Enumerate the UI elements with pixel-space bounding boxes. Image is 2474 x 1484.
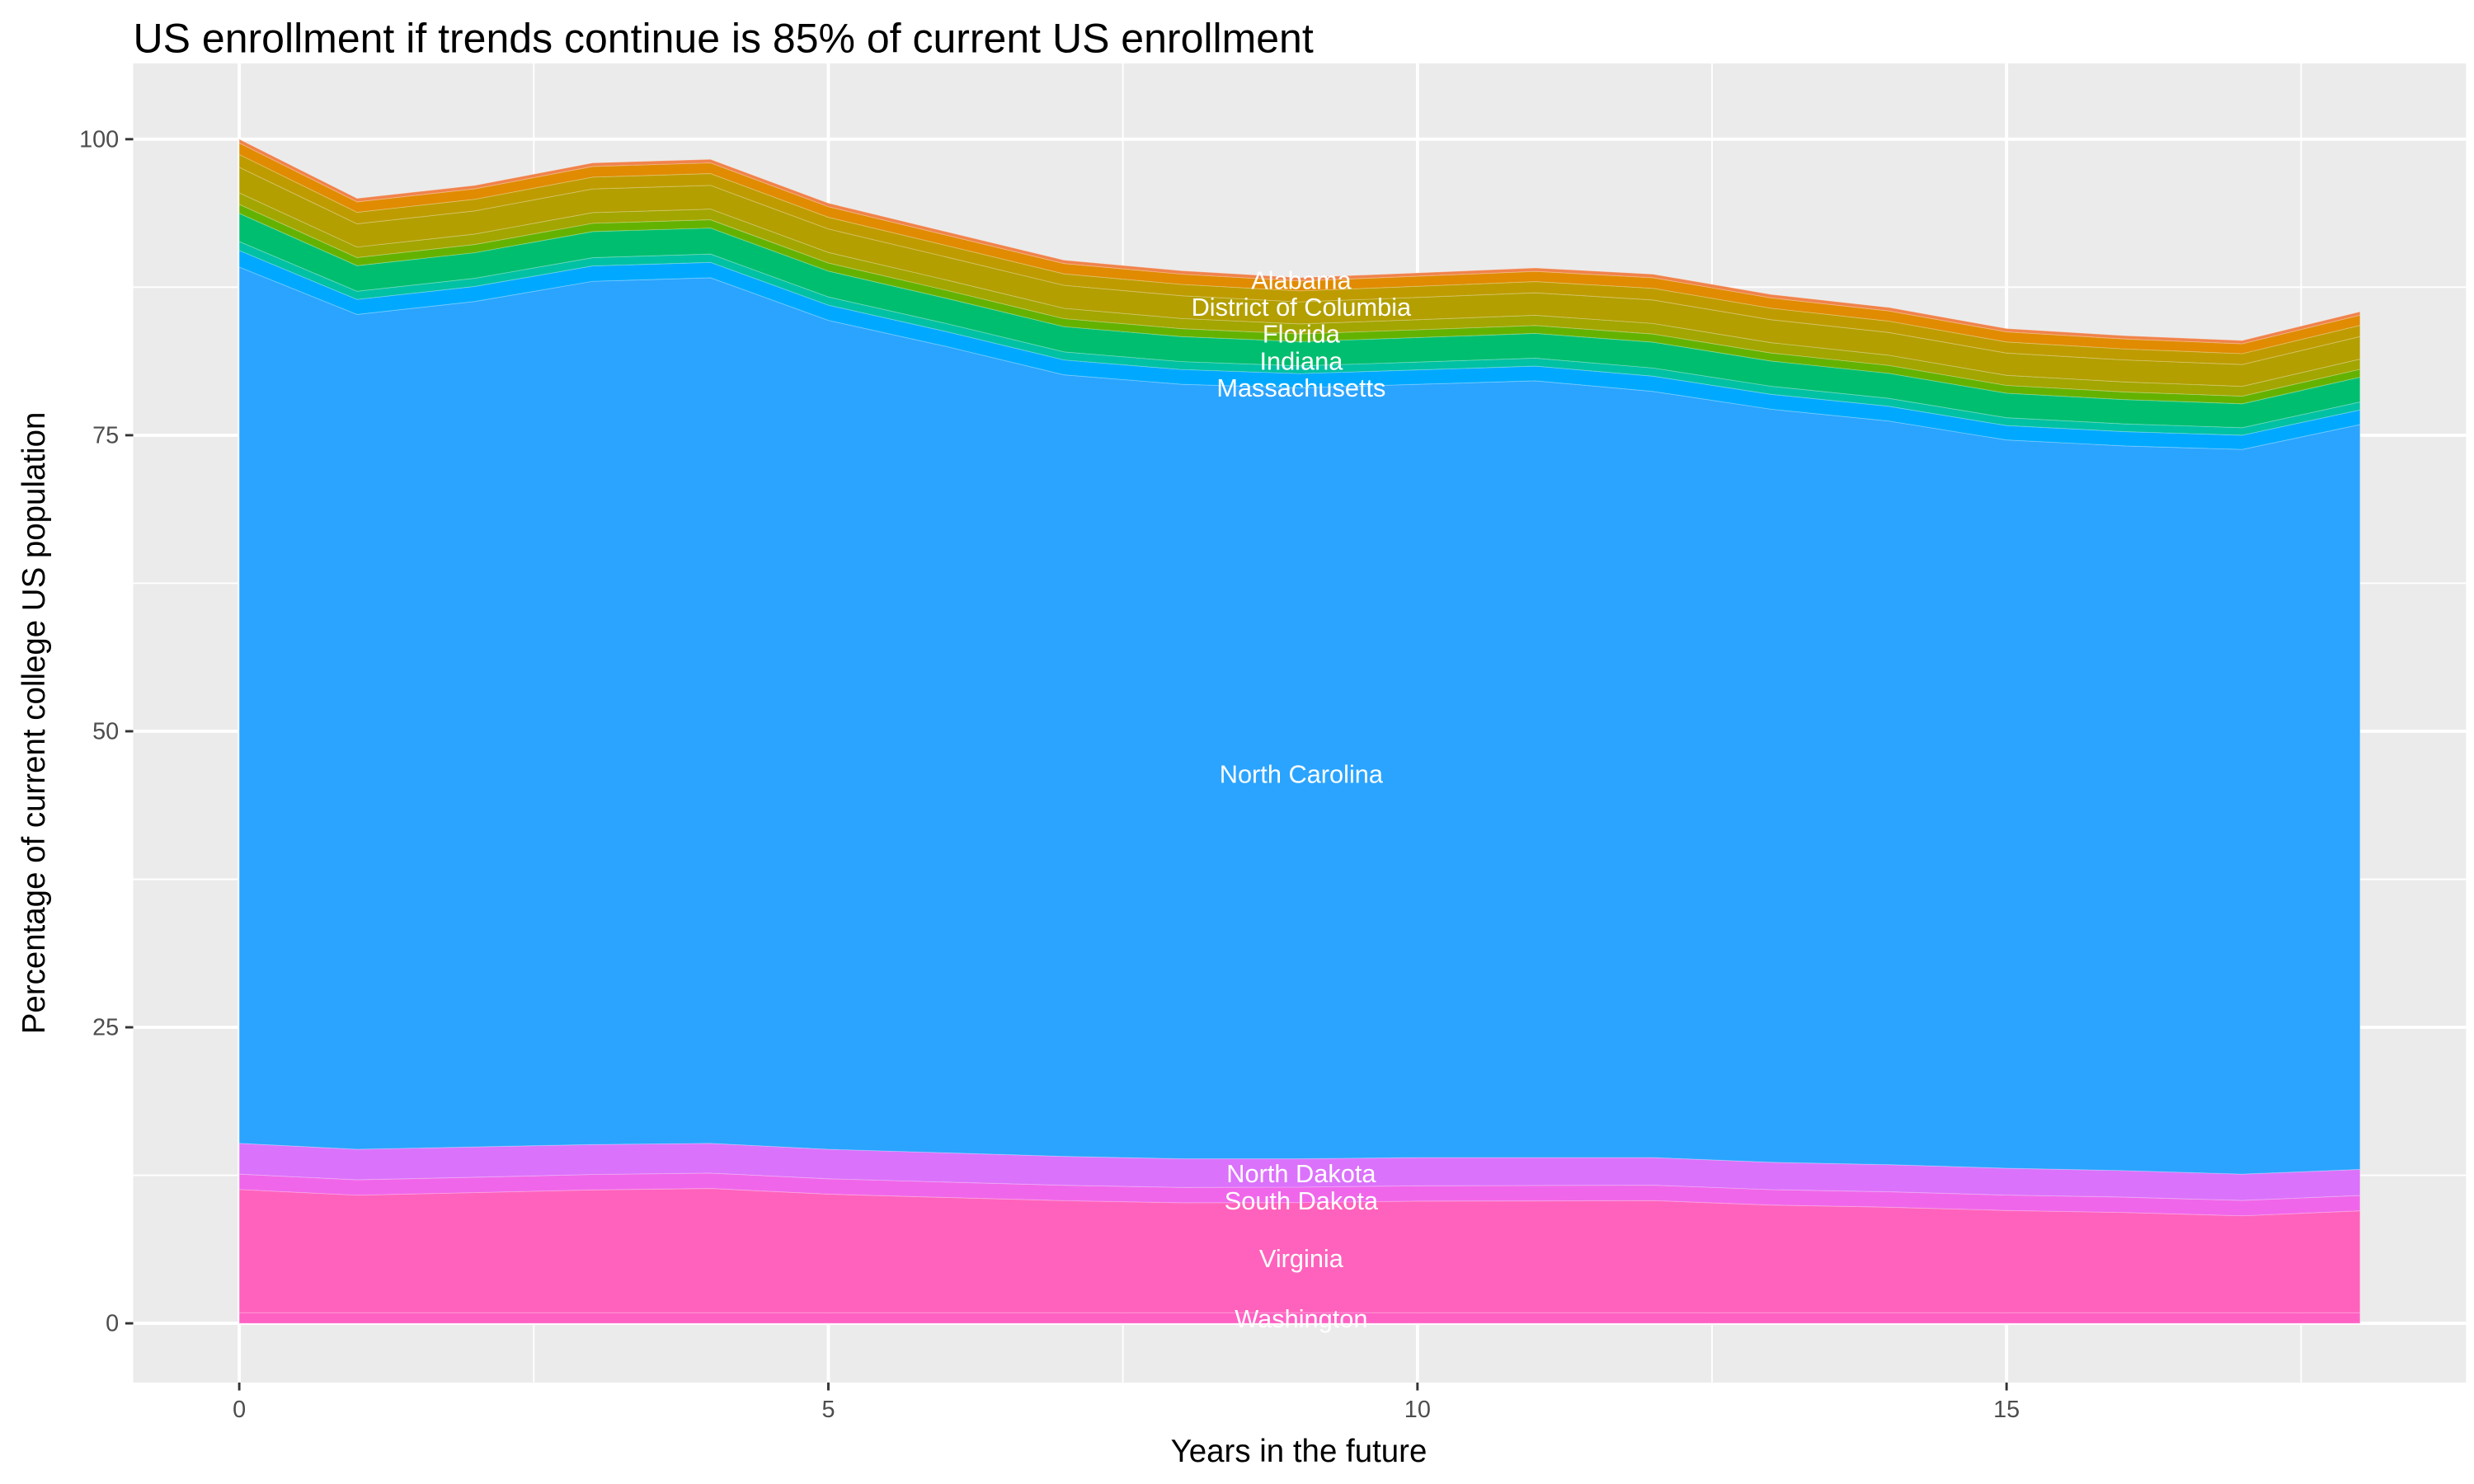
y-tick-label: 25 xyxy=(92,1015,119,1041)
area-alabama xyxy=(238,139,2361,345)
area-label: Indiana xyxy=(1259,346,1343,375)
x-axis-title: Years in the future xyxy=(1171,1434,1427,1469)
y-tick-label: 0 xyxy=(106,1311,119,1337)
area-florida xyxy=(238,167,2361,387)
area-label: Virginia xyxy=(1259,1244,1344,1273)
area-label: Washington xyxy=(1235,1304,1367,1333)
area-massachusetts xyxy=(238,250,2361,450)
x-tick-label: 5 xyxy=(821,1397,835,1423)
area-label: North Dakota xyxy=(1226,1159,1376,1188)
area-label: Alabama xyxy=(1251,265,1352,294)
x-axis: 0 5 10 15 xyxy=(233,1382,2020,1423)
area-indiana xyxy=(238,213,2361,429)
y-tick-label: 100 xyxy=(79,126,119,153)
area-series-9 xyxy=(238,192,2361,397)
area-series-6 xyxy=(238,241,2361,436)
area-label: North Carolina xyxy=(1220,760,1384,789)
y-tick-label: 75 xyxy=(92,423,119,449)
area-virginia xyxy=(238,1188,2361,1313)
area-series-11 xyxy=(238,153,2361,365)
x-tick-label: 0 xyxy=(233,1397,246,1423)
y-axis-title: Percentage of current college US populat… xyxy=(16,412,52,1035)
x-tick-label: 15 xyxy=(1993,1397,2020,1423)
area-label: District of Columbia xyxy=(1192,293,1412,322)
y-tick-label: 50 xyxy=(92,719,119,745)
area-north-carolina xyxy=(238,266,2361,1175)
area-label: Florida xyxy=(1263,320,1341,349)
y-axis: 0 25 50 75 100 xyxy=(79,126,134,1337)
area-label: Massachusetts xyxy=(1216,373,1385,402)
area-label: South Dakota xyxy=(1225,1186,1379,1215)
chart-title: US enrollment if trends continue is 85% … xyxy=(134,15,1314,61)
areas xyxy=(238,139,2361,1324)
x-tick-label: 10 xyxy=(1404,1397,1431,1423)
